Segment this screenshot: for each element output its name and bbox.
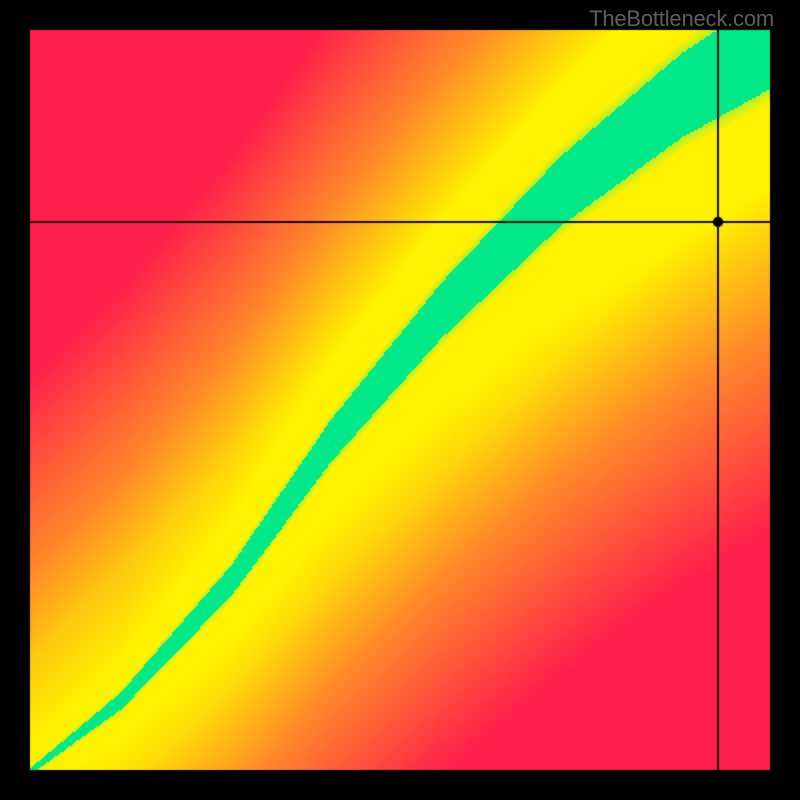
root: TheBottleneck.com (0, 0, 800, 800)
heatmap-canvas (0, 0, 800, 800)
watermark-text: TheBottleneck.com (589, 6, 774, 32)
